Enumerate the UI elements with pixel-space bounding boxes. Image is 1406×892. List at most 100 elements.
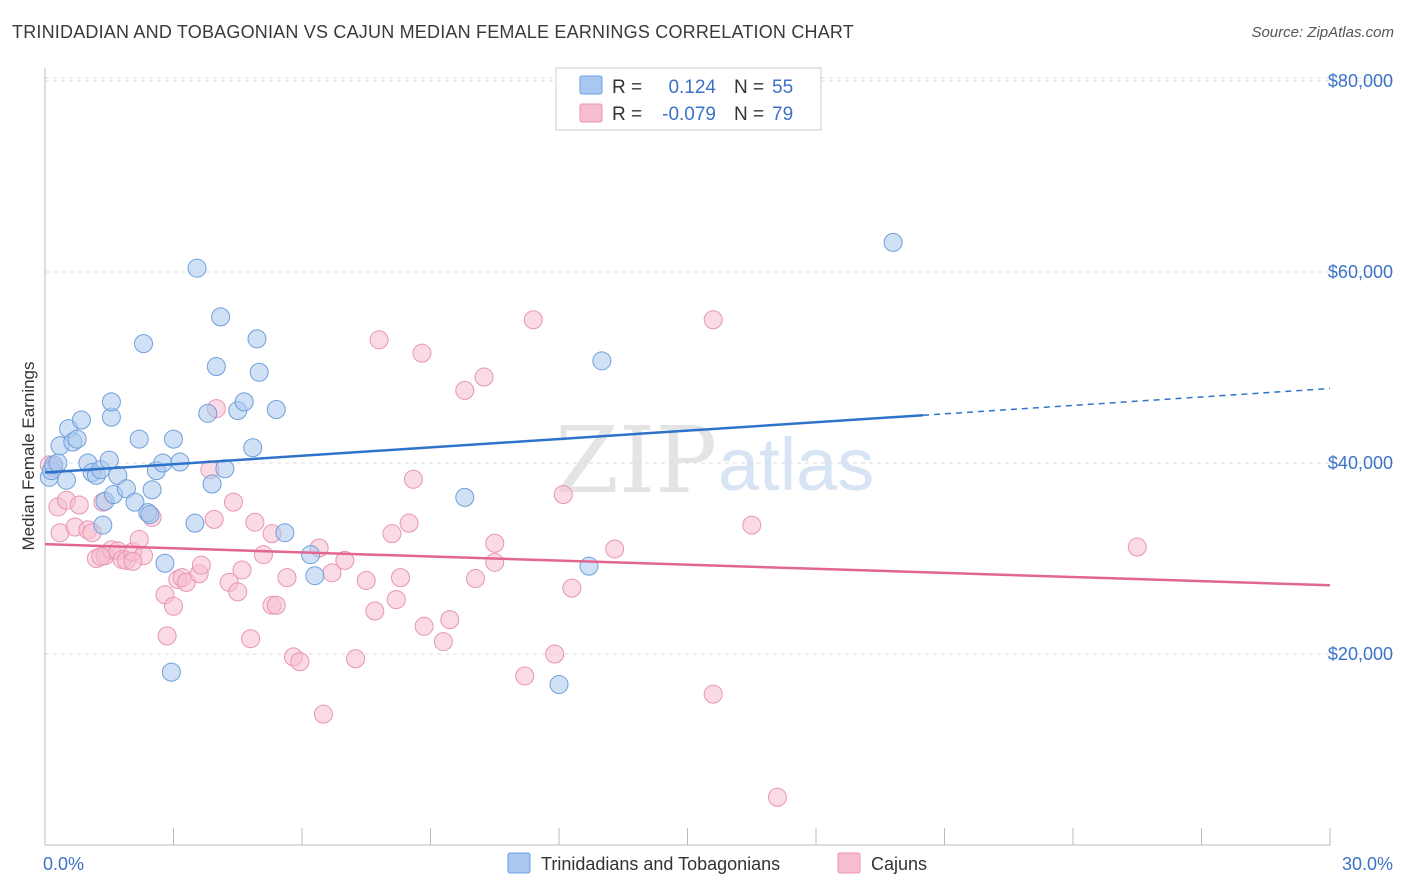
trinidadian-point [155,553,175,573]
trinidadian-point [161,662,181,682]
trinidadian-points [39,232,903,695]
x-tick-label-max: 30.0% [1342,854,1393,874]
y-tick-label: $40,000 [1328,453,1393,473]
trinidadian-point [142,480,162,500]
cajun-point [553,485,573,505]
cajun-point [455,380,475,400]
cajun-point [223,492,243,512]
trinidadian-point [455,487,475,507]
y-tick-label: $60,000 [1328,262,1393,282]
watermark-atlas: atlas [718,423,874,506]
cajun-point [228,582,248,602]
trinidadian-point [170,452,190,472]
trinidadian-point [71,410,91,430]
legend-swatch-blue [579,75,603,95]
trinidadian-point [101,392,121,412]
cajun-point [253,545,273,565]
series-legend-label-pink: Cajuns [871,854,927,874]
cajun-point [157,626,177,646]
trinidadian-point [56,470,76,490]
legend-n-value-pink: 79 [772,104,793,125]
cajun-point [369,330,389,350]
trinidadian-point [305,566,325,586]
cajun-point [241,629,261,649]
trinidadian-trend-extension [923,387,1331,416]
cajun-point [605,539,625,559]
cajun-point [232,560,252,580]
y-tick-label: $20,000 [1328,644,1393,664]
trinidadian-point [129,429,149,449]
y-axis-title: Median Female Earnings [19,362,38,551]
cajun-point [204,509,224,529]
trend-lines [44,387,1331,587]
cajun-point [545,644,565,664]
trinidadian-point [579,556,599,576]
trinidadian-point [125,492,145,512]
cajun-point [767,787,787,807]
trinidadian-point [243,438,263,458]
cajun-point [742,515,762,535]
trinidadian-point [67,429,87,449]
trinidadian-point [266,400,286,420]
legend-n-label-blue: N = [734,77,764,98]
y-axis-tick-labels: $20,000 $40,000 $60,000 $80,000 [1328,71,1393,664]
legend-n-value-blue: 55 [772,77,793,98]
trinidadian-point [301,545,321,565]
trinidadian-point [549,675,569,695]
trinidadian-point [275,523,295,543]
cajun-point [562,578,582,598]
cajun-point [485,552,505,572]
y-tick-label: $80,000 [1328,71,1393,91]
chart-title: TRINIDADIAN AND TOBAGONIAN VS CAJUN MEDI… [12,22,854,42]
trinidadian-point [211,307,231,327]
trinidadian-point [140,505,160,525]
trinidadian-point [247,329,267,349]
cajun-point [440,610,460,630]
cajun-point [129,529,149,549]
cajun-point [69,495,89,515]
cajun-point [485,533,505,553]
cajun-trend-line [44,542,1331,587]
trinidadian-point [206,357,226,377]
cajun-point [313,704,333,724]
trinidadian-point [185,513,205,533]
series-legend-swatch-pink [837,852,861,874]
x-axis-ticks [44,828,1331,845]
cajun-point [164,596,183,616]
cajun-point [412,343,432,363]
trinidadian-point [202,474,222,494]
cajun-point [266,595,286,615]
cajun-point [335,550,355,570]
legend-swatch-pink [579,103,603,123]
cajun-point [382,524,402,544]
trinidadian-point [187,258,207,278]
cajun-point [386,590,406,610]
cajun-point [346,649,366,669]
cajun-point [123,551,143,571]
legend-r-value-blue: 0.124 [668,77,716,98]
legend-r-label-pink: R = [612,104,642,125]
trinidadian-point [249,362,269,382]
trinidadian-point [164,429,183,449]
trinidadian-point [116,479,136,499]
watermark-zip: ZIP [555,407,717,514]
cajun-point [703,684,723,704]
trinidadian-point [93,515,113,535]
cajun-point [356,570,376,590]
trinidadian-point [234,392,254,412]
trinidadian-point [153,453,173,473]
trinidadian-point [134,334,154,354]
cajun-point [391,568,411,588]
cajun-point [515,666,535,686]
trinidadian-point [48,453,68,473]
source-label: Source: ZipAtlas.com [1251,24,1394,41]
x-tick-label-min: 0.0% [43,854,84,874]
cajun-point [245,512,265,532]
cajun-point [414,616,434,636]
cajun-point [403,469,423,489]
cajun-point [465,569,485,589]
series-legend: Trinidadians and Tobagonians Cajuns [507,852,927,874]
series-legend-swatch-blue [507,852,531,874]
cajun-point [703,310,723,330]
